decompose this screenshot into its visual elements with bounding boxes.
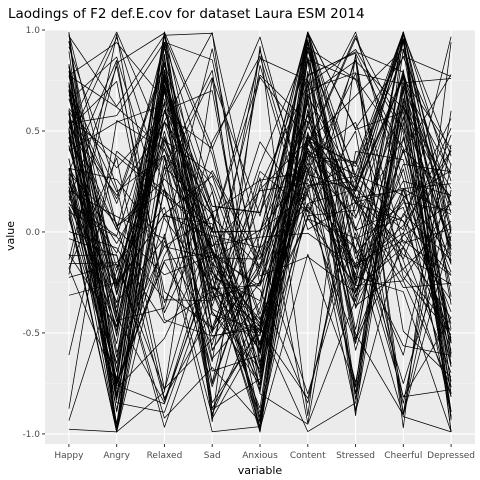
series-line [68, 38, 452, 343]
series-line [68, 31, 452, 387]
series-line [68, 121, 452, 307]
y-axis: -1.0 -0.5 0.0 0.5 1.0 [22, 26, 45, 440]
series-line [68, 69, 452, 431]
series-line [68, 72, 452, 433]
series-line [68, 41, 452, 421]
series-line [68, 65, 452, 411]
series-line [68, 46, 452, 314]
series-line [68, 78, 452, 433]
x-tick-label-sad: Sad [204, 451, 221, 461]
series-line [68, 116, 452, 335]
series-line [68, 91, 452, 321]
x-tick-label-relaxed: Relaxed [147, 451, 183, 461]
x-tick-label-content: Content [290, 451, 326, 461]
x-tick-label-depressed: Depressed [427, 451, 475, 461]
series-lines [68, 31, 452, 433]
series-line [68, 32, 452, 398]
series-line [68, 37, 452, 372]
y-tick-label: 0.5 [26, 127, 40, 137]
series-line [68, 59, 452, 328]
series-line [68, 39, 452, 353]
x-tick-label-happy: Happy [54, 451, 84, 461]
y-tick-label: 1.0 [26, 26, 41, 36]
series-line [68, 36, 452, 344]
y-tick-label: -1.0 [22, 430, 40, 440]
series-line [68, 70, 452, 370]
series-line [68, 75, 452, 414]
series-line [68, 31, 452, 397]
x-tick-label-cheerful: Cheerful [384, 451, 422, 461]
series-line [68, 46, 452, 433]
series-line [68, 51, 452, 421]
series-line [68, 41, 452, 393]
series-line [68, 42, 452, 401]
x-tick-label-anxious: Anxious [242, 451, 278, 461]
x-tick-label-angry: Angry [103, 451, 130, 461]
series-line [68, 47, 452, 385]
series-line [68, 56, 452, 337]
series-line [68, 46, 452, 415]
series-line [68, 32, 452, 285]
x-tick-label-stressed: Stressed [336, 451, 375, 461]
series-line [68, 73, 452, 405]
series-line [68, 86, 452, 412]
series-line [68, 58, 452, 288]
series-line [68, 70, 452, 432]
chart-title: Laodings of F2 def.E.cov for dataset Lau… [8, 6, 365, 22]
y-tick-label: 0.0 [26, 228, 41, 238]
series-line [68, 41, 452, 433]
series-line [68, 32, 452, 410]
x-axis: Happy Angry Relaxed Sad Anxious Content Stress… [54, 444, 475, 461]
y-axis-title: value [4, 221, 17, 251]
x-axis-title: variable [238, 464, 283, 477]
series-line [68, 31, 452, 433]
y-tick-label: -0.5 [22, 329, 40, 339]
series-line [68, 110, 452, 415]
series-line [68, 31, 452, 423]
series-line [68, 59, 452, 395]
series-line [68, 78, 452, 383]
